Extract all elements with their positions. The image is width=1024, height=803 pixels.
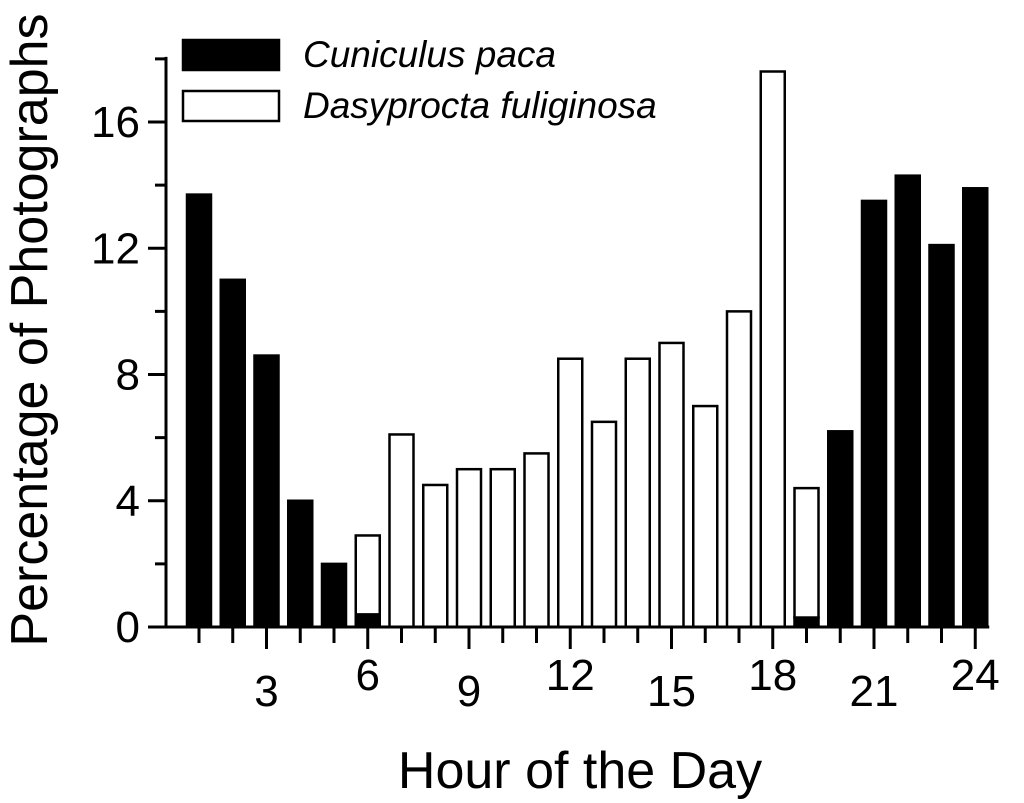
y-tick-label-8: 8 (116, 351, 140, 400)
y-tick-label-4: 4 (116, 477, 140, 526)
bar-cuniculus-paca-hour-3 (253, 354, 280, 629)
bars-layer (185, 70, 989, 629)
bar-cuniculus-paca-hour-1 (185, 193, 213, 629)
bar-cuniculus-paca-hour-2 (219, 278, 246, 629)
bar-dasyprocta-fuliginosa-hour-8 (422, 483, 449, 629)
legend: Cuniculus paca Dasyprocta fuliginosa (181, 34, 657, 126)
x-tick-label-9: 9 (457, 667, 481, 716)
bar-dasyprocta-fuliginosa-hour-11 (523, 452, 550, 629)
x-tick-label-24: 24 (951, 651, 1000, 700)
bar-cuniculus-paca-hour-23 (928, 243, 955, 629)
y-tick-label-16: 16 (91, 98, 140, 147)
bar-dasyprocta-fuliginosa-hour-12 (557, 357, 584, 629)
bar-cuniculus-paca-hour-22 (894, 174, 921, 629)
legend-swatch-dasyprocta-fuliginosa (181, 89, 281, 123)
bar-cuniculus-paca-hour-6 (354, 613, 381, 629)
legend-label-cuniculus-paca: Cuniculus paca (303, 34, 556, 75)
x-axis-title: Hour of the Day (398, 742, 762, 800)
legend-label-dasyprocta-fuliginosa: Dasyprocta fuliginosa (303, 85, 657, 126)
x-tick-label-21: 21 (850, 667, 899, 716)
x-tick-label-18: 18 (748, 651, 797, 700)
axes-layer (164, 56, 990, 629)
bar-dasyprocta-fuliginosa-hour-6 (354, 534, 381, 616)
y-tick-label-12: 12 (91, 224, 140, 273)
x-tick-label-12: 12 (546, 651, 595, 700)
bar-dasyprocta-fuliginosa-hour-9 (455, 467, 483, 629)
y-axis-title: Percentage of Photographs (1, 13, 59, 646)
bar-cuniculus-paca-hour-20 (827, 430, 854, 629)
ticks-layer: 0 4 8 12 16 3 6 9 12 15 18 21 24 (91, 57, 1000, 716)
x-tick-label-3: 3 (254, 667, 278, 716)
bar-dasyprocta-fuliginosa-hour-10 (489, 467, 516, 629)
bar-dasyprocta-fuliginosa-hour-7 (388, 433, 415, 629)
bar-dasyprocta-fuliginosa-hour-14 (624, 357, 651, 629)
bar-cuniculus-paca-hour-21 (860, 199, 888, 629)
bar-dasyprocta-fuliginosa-hour-17 (725, 310, 753, 629)
bar-dasyprocta-fuliginosa-hour-19 (793, 486, 820, 619)
bar-cuniculus-paca-hour-5 (320, 562, 348, 629)
bar-dasyprocta-fuliginosa-hour-13 (590, 420, 618, 629)
x-tick-label-6: 6 (356, 651, 380, 700)
bar-dasyprocta-fuliginosa-hour-16 (692, 404, 719, 629)
bar-cuniculus-paca-hour-24 (962, 187, 989, 629)
x-tick-label-15: 15 (647, 667, 696, 716)
bar-dasyprocta-fuliginosa-hour-15 (658, 341, 685, 629)
bar-dasyprocta-fuliginosa-hour-18 (759, 70, 786, 629)
legend-swatch-cuniculus-paca (181, 38, 281, 72)
bar-cuniculus-paca-hour-4 (287, 499, 314, 629)
y-tick-label-0: 0 (116, 603, 140, 652)
